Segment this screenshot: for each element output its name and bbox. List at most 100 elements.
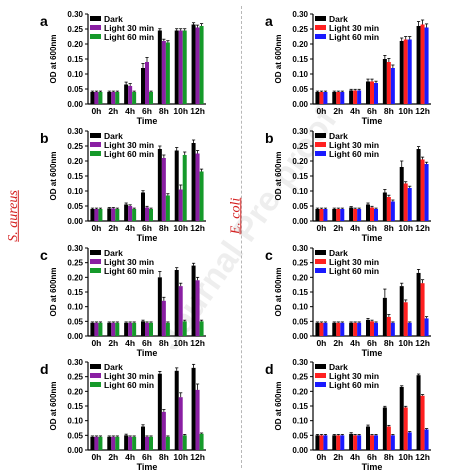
bar <box>107 436 112 450</box>
bar <box>157 30 162 104</box>
y-tick-label: 0.30 <box>292 127 308 136</box>
bar <box>382 192 387 221</box>
bar <box>149 322 153 336</box>
x-tick-label: 8h <box>384 223 394 233</box>
y-tick-label: 0.10 <box>67 187 83 196</box>
chart-ecoli-a: a 0.00 0.05 0.10 0.15 0.20 0.25 0.30 OD at 600nm… <box>265 10 431 126</box>
bar <box>416 26 421 104</box>
legend-swatch <box>315 25 326 30</box>
legend-label: Light 30 min <box>329 257 379 267</box>
y-tick-label: 0.30 <box>292 10 308 19</box>
bar <box>199 433 204 450</box>
bar <box>199 321 204 336</box>
x-tick-label: 0h <box>91 106 101 116</box>
legend-label: Dark <box>104 362 123 372</box>
panel-letter: d <box>265 361 274 377</box>
bar <box>349 433 354 450</box>
legend-label: Light 60 min <box>104 380 154 390</box>
bar <box>90 209 95 221</box>
bar <box>94 322 99 336</box>
bar <box>386 62 391 104</box>
y-tick-label: 0.20 <box>67 387 83 396</box>
x-tick-label: 10h <box>398 106 413 116</box>
chart-ecoli-c: c 0.00 0.05 0.10 0.15 0.20 0.25 0.30 OD at 600nm… <box>265 244 431 358</box>
bar <box>416 375 421 450</box>
panel-letter: b <box>265 130 274 146</box>
chart-saureus-a: a 0.00 0.05 0.10 0.15 0.20 0.25 0.30 OD at 600nm… <box>40 10 206 126</box>
bar <box>98 209 103 221</box>
x-tick-label: 12h <box>190 106 205 116</box>
bar <box>340 322 345 336</box>
x-tick-label: 12h <box>415 223 430 233</box>
x-tick-label: 10h <box>173 106 188 116</box>
legend-swatch <box>90 16 101 21</box>
bar <box>107 322 112 336</box>
bar <box>357 209 362 221</box>
y-tick-label: 0.30 <box>67 358 83 367</box>
bar <box>195 280 200 336</box>
bar <box>107 92 112 104</box>
bar <box>161 158 166 221</box>
x-tick-label: 10h <box>398 223 413 233</box>
legend-swatch <box>90 142 101 147</box>
bar <box>357 435 362 450</box>
x-tick-label: 12h <box>415 338 430 348</box>
bar <box>98 436 103 450</box>
legend-label: Light 30 min <box>104 371 154 381</box>
bar <box>182 321 187 336</box>
y-tick-label: 0.15 <box>67 402 83 411</box>
bar <box>124 435 129 450</box>
bar <box>174 150 179 221</box>
bar <box>149 436 153 450</box>
legend-swatch <box>90 373 101 378</box>
bar <box>366 319 370 336</box>
bar <box>336 322 341 336</box>
bar <box>403 183 408 221</box>
legend-label: Light 30 min <box>104 257 154 267</box>
bar <box>374 83 378 104</box>
y-tick-label: 0.25 <box>67 259 83 268</box>
bar <box>407 39 412 104</box>
legend-label: Light 60 min <box>329 266 379 276</box>
bar <box>157 149 162 221</box>
y-tick-label: 0.15 <box>292 172 308 181</box>
x-tick-label: 12h <box>190 338 205 348</box>
y-tick-label: 0.20 <box>292 40 308 49</box>
y-tick-label: 0.00 <box>292 332 308 341</box>
x-tick-label: 2h <box>108 452 118 462</box>
bar <box>165 195 170 221</box>
bar <box>315 92 320 104</box>
x-tick-label: 4h <box>350 452 360 462</box>
x-axis-label: Time <box>137 233 158 243</box>
chart-ecoli-b: b 0.00 0.05 0.10 0.15 0.20 0.25 0.30 OD at 600nm… <box>265 127 431 243</box>
y-tick-label: 0.20 <box>292 157 308 166</box>
x-tick-label: 2h <box>333 106 343 116</box>
bar <box>349 207 354 221</box>
bar <box>191 143 196 221</box>
x-tick-label: 0h <box>91 452 101 462</box>
bar <box>407 322 412 336</box>
x-tick-label: 4h <box>350 338 360 348</box>
bar <box>199 26 204 104</box>
bar <box>319 92 324 104</box>
bar <box>90 92 95 104</box>
bar <box>370 81 374 104</box>
bar <box>107 208 112 221</box>
x-tick-label: 0h <box>316 223 326 233</box>
legend-label: Dark <box>329 248 348 258</box>
bar <box>132 322 137 336</box>
chart-saureus-d: d 0.00 0.05 0.10 0.15 0.20 0.25 0.30 OD at 600nm… <box>40 358 206 472</box>
legend-label: Dark <box>104 131 123 141</box>
bar <box>332 209 337 221</box>
bar <box>178 286 183 336</box>
y-tick-label: 0.10 <box>67 70 83 79</box>
bar <box>407 432 412 450</box>
bar <box>319 209 324 221</box>
bar <box>332 435 337 450</box>
y-tick-label: 0.00 <box>67 446 83 455</box>
x-axis-label: Time <box>362 233 383 243</box>
bar <box>165 322 170 336</box>
x-tick-label: 6h <box>367 223 377 233</box>
bar <box>174 270 179 336</box>
bar <box>323 322 328 336</box>
